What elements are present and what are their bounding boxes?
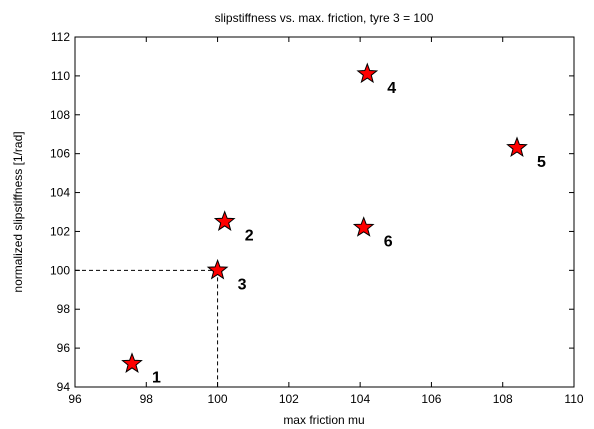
- data-point-star: [121, 352, 143, 373]
- x-tick-label: 98: [140, 392, 154, 406]
- y-tick-label: 108: [50, 108, 70, 122]
- data-point-star: [356, 62, 379, 84]
- x-tick-label: 108: [493, 392, 513, 406]
- x-tick-label: 102: [279, 392, 299, 406]
- y-tick-label: 98: [57, 302, 71, 316]
- x-axis: 96 98 100 102 104 106 108 110: [68, 37, 584, 406]
- data-point-label: 1: [152, 370, 161, 387]
- y-axis-label: normalized slipstiffness [1/rad]: [11, 131, 25, 292]
- data-point-star: [206, 258, 229, 280]
- x-tick-label: 96: [68, 392, 82, 406]
- data-point-star: [352, 216, 375, 237]
- y-tick-label: 102: [50, 224, 70, 238]
- plot-area: [74, 36, 575, 388]
- y-tick-label: 100: [50, 263, 70, 277]
- x-tick-label: 100: [208, 392, 228, 406]
- y-tick-label: 110: [51, 69, 70, 83]
- chart-title: slipstiffness vs. max. friction, tyre 3 …: [215, 11, 434, 25]
- data-point-star: [506, 136, 528, 158]
- data-point-label: 5: [537, 154, 546, 171]
- x-tick-label: 104: [350, 392, 370, 406]
- reference-lines: [75, 269, 219, 387]
- y-tick-label: 94: [57, 380, 71, 394]
- y-tick-label: 112: [51, 30, 70, 44]
- x-axis-label: max friction mu: [283, 413, 364, 427]
- data-point-label: 2: [245, 228, 254, 245]
- y-tick-label: 106: [50, 147, 70, 161]
- data-point-label: 6: [384, 234, 393, 251]
- data-points: 1 2 3 4 5 6: [121, 62, 546, 387]
- y-tick-label: 104: [50, 186, 70, 200]
- x-tick-label: 110: [564, 392, 583, 406]
- y-axis: 94 96 98 100 102 104 106 108 110 112: [50, 30, 574, 394]
- x-tick-label: 106: [421, 392, 441, 406]
- data-point-label: 3: [238, 276, 247, 293]
- data-point-star: [213, 210, 236, 231]
- y-tick-label: 96: [57, 341, 71, 355]
- data-point-label: 4: [387, 80, 396, 97]
